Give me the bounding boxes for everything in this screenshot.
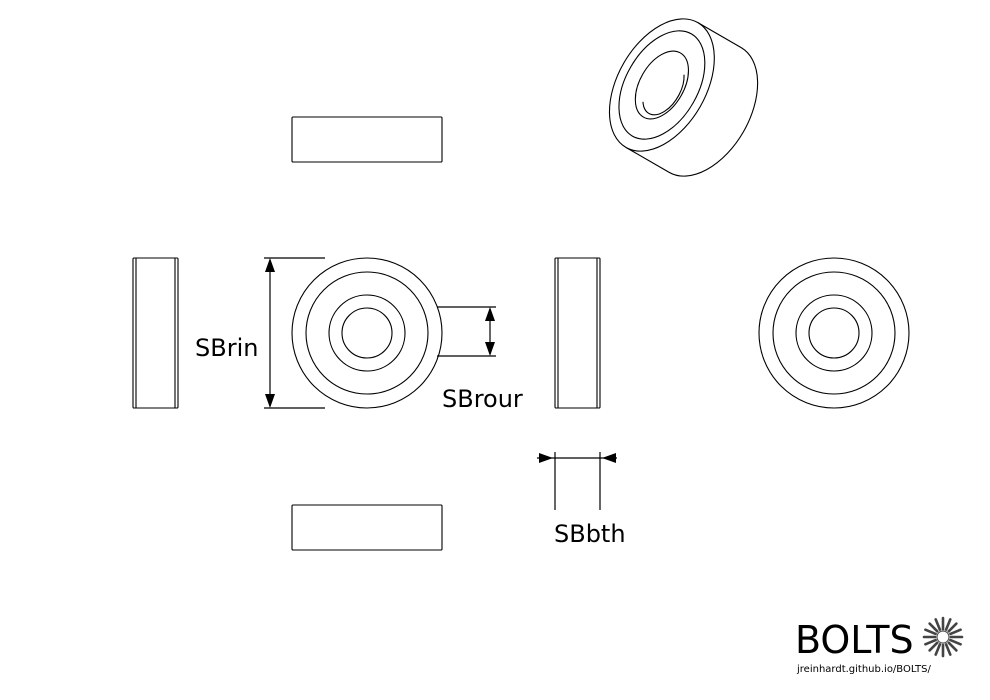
front-view [291, 257, 443, 409]
label-thickness: SBbth [554, 520, 626, 548]
dimension-thickness [537, 452, 617, 510]
label-inner-diameter: SBrin [195, 334, 258, 362]
label-ring-width: SBrour [442, 385, 523, 413]
isometric-view [608, 18, 759, 177]
left-side-view [132, 257, 179, 409]
top-view [291, 116, 443, 163]
bolts-logo: BOLTS jreinhardt.gith [795, 616, 964, 675]
bottom-view [291, 504, 443, 551]
logo-gear-icon [922, 616, 964, 658]
logo-text: BOLTS [795, 618, 914, 662]
dimension-inner-diameter [264, 257, 325, 409]
dimension-ring-width [437, 306, 496, 357]
right-side-view [554, 257, 601, 409]
logo-url: jreinhardt.github.io/BOLTS/ [796, 664, 932, 675]
back-view [758, 257, 910, 409]
